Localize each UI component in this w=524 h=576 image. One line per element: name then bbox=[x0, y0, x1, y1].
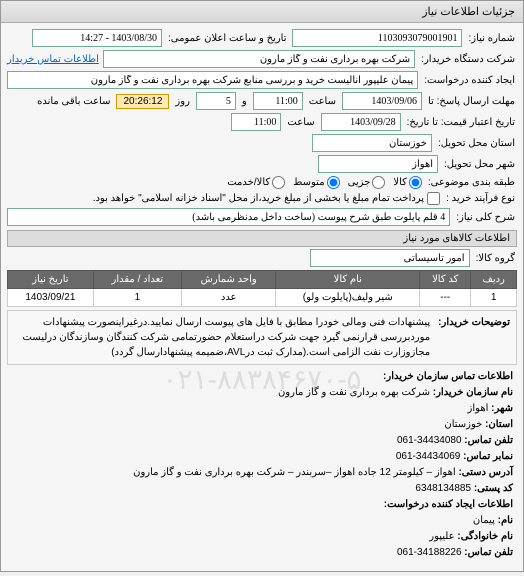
buyer-org-input[interactable] bbox=[103, 50, 415, 68]
deadline-label: مهلت ارسال پاسخ: تا bbox=[426, 96, 517, 107]
cell-date: 1403/09/21 bbox=[8, 289, 94, 307]
window-title: جزئیات اطلاعات نیاز bbox=[422, 6, 515, 18]
cat-medium-radio[interactable]: متوسط bbox=[293, 176, 339, 189]
c-city-label: شهر: bbox=[491, 403, 513, 414]
c-province-label: استان: bbox=[485, 419, 513, 430]
c-cphone: 34188226-061 bbox=[397, 547, 462, 558]
c-cphone-label: تلفن تماس: bbox=[464, 547, 513, 558]
buyer-contact-link[interactable]: اطلاعات تماس خریدار bbox=[7, 54, 99, 65]
c-name: پیمان bbox=[473, 515, 495, 526]
creator-label: ایجاد کننده درخواست: bbox=[422, 75, 517, 86]
col-code: کد کالا bbox=[420, 271, 471, 289]
category-label: طبقه بندی موضوعی: bbox=[426, 177, 517, 188]
cat-retail-radio[interactable]: کالا/خدمت bbox=[227, 176, 285, 189]
cell-code: --- bbox=[420, 289, 471, 307]
cat-retail-input[interactable] bbox=[272, 176, 285, 189]
col-unit: واحد شمارش bbox=[181, 271, 275, 289]
cat-goods-input[interactable] bbox=[409, 176, 422, 189]
col-date: تاریخ نیاز bbox=[8, 271, 94, 289]
form-area: شماره نیاز: تاریخ و ساعت اعلان عمومی: شر… bbox=[1, 23, 523, 571]
c-address: اهواز – کیلومتر 12 جاده اهواز –سربندر – … bbox=[133, 467, 456, 478]
cell-row: 1 bbox=[471, 289, 517, 307]
cat-medium-input[interactable] bbox=[327, 176, 340, 189]
desc-input[interactable] bbox=[7, 208, 450, 226]
announce-label: تاریخ و ساعت اعلان عمومی: bbox=[166, 33, 289, 44]
goods-table-header-row: ردیف کد کالا نام کالا واحد شمارش تعداد /… bbox=[8, 271, 517, 289]
contact-section: اطلاعات تماس سازمان خریدار: نام سازمان خ… bbox=[7, 365, 517, 565]
remaining-timer: 20:26:12 bbox=[116, 94, 169, 109]
buyer-note-label: توضیحات خریدار: bbox=[436, 315, 512, 360]
window-titlebar: جزئیات اطلاعات نیاز bbox=[1, 1, 523, 23]
request-no-input[interactable] bbox=[292, 29, 462, 47]
c-phone-label: تلفن تماس: bbox=[464, 435, 513, 446]
cell-unit: عدد bbox=[181, 289, 275, 307]
desc-label: شرح کلی نیاز: bbox=[454, 212, 517, 223]
goods-table: ردیف کد کالا نام کالا واحد شمارش تعداد /… bbox=[7, 270, 517, 307]
creator-contact-header: اطلاعات ایجاد کننده درخواست: bbox=[11, 497, 513, 513]
goods-group-label: گروه کالا: bbox=[474, 253, 517, 264]
col-row: ردیف bbox=[471, 271, 517, 289]
c-address-label: آدرس دستی: bbox=[458, 467, 513, 478]
cat-partial-radio[interactable]: جزیی bbox=[348, 176, 386, 189]
c-fax-label: نمابر تماس: bbox=[463, 451, 513, 462]
request-detail-window: جزئیات اطلاعات نیاز شماره نیاز: تاریخ و … bbox=[0, 0, 524, 572]
contact-header: اطلاعات تماس سازمان خریدار: bbox=[11, 369, 513, 385]
c-postal-label: کد پستی: bbox=[474, 483, 513, 494]
creator-input[interactable] bbox=[7, 71, 418, 89]
col-qty: تعداد / مقدار bbox=[93, 271, 181, 289]
cat-partial-input[interactable] bbox=[372, 176, 385, 189]
c-name-label: نام: bbox=[498, 515, 513, 526]
c-city: اهواز bbox=[468, 403, 489, 414]
credit-checkbox-label[interactable]: پرداخت تمام مبلغ یا بخشی از مبلغ خرید،از… bbox=[93, 192, 440, 205]
days-input[interactable] bbox=[196, 92, 236, 110]
c-org: شرکت بهره برداری نفت و گاز مارون bbox=[278, 387, 430, 398]
c-province: خوزستان bbox=[444, 419, 482, 430]
buyer-org-label: شرکت دستگاه خریدار: bbox=[419, 54, 517, 65]
credit-label: نوع فرآیند خرید : bbox=[444, 193, 517, 204]
request-no-label: شماره نیاز: bbox=[466, 33, 517, 44]
c-org-label: نام سازمان خریدار: bbox=[433, 387, 513, 398]
deadline-date-input[interactable] bbox=[342, 92, 422, 110]
buyer-note-text: پیشنهادات فنی ومالی خودرا مطابق با فایل … bbox=[12, 315, 430, 360]
days-label: و bbox=[240, 96, 249, 107]
credit-checkbox[interactable] bbox=[427, 192, 440, 205]
c-lname: علیپور bbox=[429, 531, 454, 542]
time-label-1: ساعت bbox=[307, 96, 338, 107]
cell-qty: 1 bbox=[93, 289, 181, 307]
goods-section-header: اطلاعات کالاهای مورد نیاز bbox=[7, 230, 517, 247]
deadline-time-input[interactable] bbox=[253, 92, 303, 110]
province-label: استان محل تحویل: bbox=[436, 138, 517, 149]
validity-date-input[interactable] bbox=[321, 113, 401, 131]
buyer-note-box: توضیحات خریدار: پیشنهادات فنی ومالی خودر… bbox=[7, 310, 517, 365]
cat-goods-radio[interactable]: کالا bbox=[393, 176, 422, 189]
goods-group-input[interactable] bbox=[310, 249, 470, 267]
city-delivery-input[interactable] bbox=[318, 155, 438, 173]
time-label-2: ساعت bbox=[285, 117, 316, 128]
cell-name: شیر ولیف(پایلوت ولو) bbox=[276, 289, 420, 307]
city-delivery-label: شهر محل تحویل: bbox=[442, 159, 517, 170]
c-phone: 34434080-061 bbox=[397, 435, 462, 446]
remaining-label: ساعت باقی مانده bbox=[35, 96, 112, 107]
col-name: نام کالا bbox=[276, 271, 420, 289]
validity-label: تاریخ اعتبار قیمت: تا تاریخ: bbox=[405, 117, 517, 128]
province-input[interactable] bbox=[312, 134, 432, 152]
c-lname-label: نام خانوادگی: bbox=[457, 531, 513, 542]
days-suffix: روز bbox=[173, 96, 192, 107]
c-fax: 34434069-061 bbox=[396, 451, 461, 462]
c-postal: 6348134885 bbox=[415, 483, 471, 494]
announce-input[interactable] bbox=[32, 29, 162, 47]
table-row[interactable]: 1 --- شیر ولیف(پایلوت ولو) عدد 1 1403/09… bbox=[8, 289, 517, 307]
category-radio-group: کالا جزیی متوسط کالا/خدمت bbox=[227, 176, 422, 189]
validity-time-input[interactable] bbox=[231, 113, 281, 131]
